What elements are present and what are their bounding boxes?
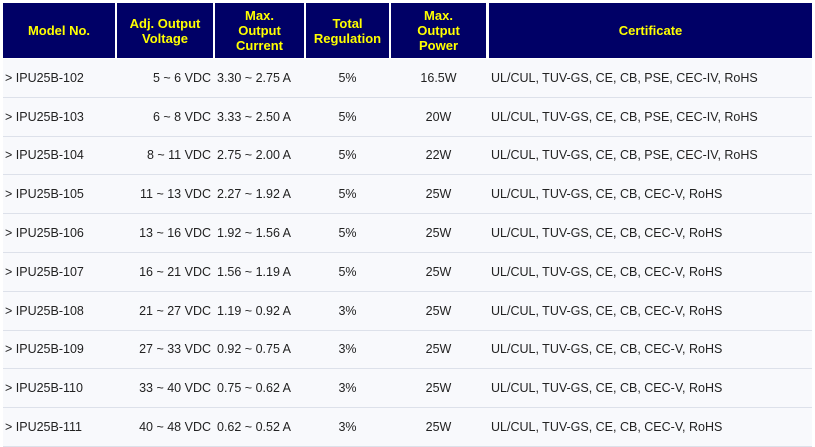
table-cell: UL/CUL, TUV-GS, CE, CB, CEC-V, RoHS	[491, 226, 723, 241]
table-cell: 3.33 ~ 2.50 A	[217, 109, 292, 124]
table-row: > IPU25B-107 16 ~ 21 VDC 1.56 ~ 1.19 A 5% 25…	[3, 253, 812, 292]
table-cell: 1.56 ~ 1.19 A	[217, 264, 292, 279]
header-cell: Certificate	[489, 3, 812, 58]
table-cell: UL/CUL, TUV-GS, CE, CB, PSE, CEC-IV, RoH…	[491, 148, 758, 163]
table-row: > IPU25B-102 5 ~ 6 VDC 3.30 ~ 2.75 A 5% 16.5…	[3, 59, 812, 98]
table-cell: 8 ~ 11 VDC	[146, 148, 211, 163]
table-cell: 5%	[338, 70, 357, 85]
table-cell: 0.62 ~ 0.52 A	[217, 420, 292, 435]
table-cell: > IPU25B-106	[5, 226, 84, 241]
table-cell: 25W	[425, 303, 452, 318]
table-cell: 1.92 ~ 1.56 A	[217, 226, 292, 241]
table-cell: 21 ~ 27 VDC	[139, 303, 211, 318]
table-cell: UL/CUL, TUV-GS, CE, CB, CEC-V, RoHS	[491, 420, 723, 435]
table-cell: 25W	[425, 420, 452, 435]
table-cell: 25W	[425, 342, 452, 357]
table-cell: > IPU25B-102	[5, 70, 84, 85]
table-cell: > IPU25B-107	[5, 264, 84, 279]
table-row: > IPU25B-104 8 ~ 11 VDC 2.75 ~ 2.00 A 5% 22W…	[3, 136, 812, 176]
table-cell: 25W	[425, 226, 452, 241]
table-cell: > IPU25B-109	[5, 342, 84, 357]
table-cell: 3%	[338, 303, 357, 318]
table-cell: 16.5W	[420, 70, 457, 85]
table-cell: 5 ~ 6 VDC	[152, 70, 211, 85]
table-cell: 6 ~ 8 VDC	[152, 109, 211, 124]
table-cell: 20W	[425, 109, 452, 124]
table-cell: 5%	[338, 264, 357, 279]
table-cell: > IPU25B-110	[5, 381, 83, 396]
table-cell: 3%	[338, 381, 357, 396]
table-cell: 3%	[338, 420, 357, 435]
table-cell: UL/CUL, TUV-GS, CE, CB, PSE, CEC-IV, RoH…	[491, 109, 758, 124]
header-cell: Total Regulation	[306, 3, 389, 58]
table-cell: 0.92 ~ 0.75 A	[217, 342, 292, 357]
table-cell: 25W	[425, 381, 452, 396]
table-cell: > IPU25B-104	[5, 148, 84, 163]
table-cell: 0.75 ~ 0.62 A	[217, 381, 292, 396]
table-row: > IPU25B-108 21 ~ 27 VDC 1.19 ~ 0.92 A 3% 25…	[3, 291, 812, 331]
table-cell: > IPU25B-103	[5, 109, 84, 124]
table-cell: 16 ~ 21 VDC	[139, 264, 211, 279]
table-cell: 2.27 ~ 1.92 A	[217, 187, 292, 202]
table-cell: 25W	[425, 187, 452, 202]
table-cell: 3.30 ~ 2.75 A	[217, 70, 292, 85]
table-cell: 33 ~ 40 VDC	[139, 381, 211, 396]
table-cell: UL/CUL, TUV-GS, CE, CB, CEC-V, RoHS	[491, 342, 723, 357]
table-row: > IPU25B-111 40 ~ 48 VDC 0.62 ~ 0.52 A 3% 25…	[3, 408, 812, 447]
table-cell: > IPU25B-108	[5, 303, 84, 318]
table-cell: 25W	[425, 264, 452, 279]
header-cell: Max. Output Power	[391, 3, 486, 58]
table-cell: 40 ~ 48 VDC	[139, 420, 211, 435]
table-cell: 3%	[338, 342, 357, 357]
table-cell: 5%	[338, 226, 357, 241]
header-cell: Model No.	[3, 3, 115, 58]
table-cell: > IPU25B-111	[5, 420, 83, 435]
table-cell: 11 ~ 13 VDC	[140, 187, 211, 202]
table-cell: 2.75 ~ 2.00 A	[217, 148, 292, 163]
table-row: > IPU25B-105 11 ~ 13 VDC 2.27 ~ 1.92 A 5% 25…	[3, 175, 812, 215]
table-cell: 5%	[338, 109, 357, 124]
table-row: > IPU25B-110 33 ~ 40 VDC 0.75 ~ 0.62 A 3% 25…	[3, 369, 812, 409]
table-cell: 22W	[425, 148, 452, 163]
table-cell: 5%	[338, 148, 357, 163]
table-cell: > IPU25B-105	[5, 187, 84, 202]
table-cell: UL/CUL, TUV-GS, CE, CB, CEC-V, RoHS	[491, 187, 723, 202]
table-row: > IPU25B-109 27 ~ 33 VDC 0.92 ~ 0.75 A 3% 25…	[3, 330, 812, 370]
table-cell: 5%	[338, 187, 357, 202]
table-cell: 27 ~ 33 VDC	[139, 342, 211, 357]
table-cell: UL/CUL, TUV-GS, CE, CB, PSE, CEC-IV, RoH…	[491, 70, 758, 85]
table-cell: 13 ~ 16 VDC	[139, 226, 211, 241]
table-row: > IPU25B-106 13 ~ 16 VDC 1.92 ~ 1.56 A 5% 25…	[3, 214, 812, 253]
table-cell: UL/CUL, TUV-GS, CE, CB, CEC-V, RoHS	[491, 381, 723, 396]
table-cell: UL/CUL, TUV-GS, CE, CB, CEC-V, RoHS	[491, 303, 723, 318]
table-cell: 1.19 ~ 0.92 A	[217, 303, 292, 318]
header-cell: Max. Output Current	[215, 3, 304, 58]
table-cell: UL/CUL, TUV-GS, CE, CB, CEC-V, RoHS	[491, 264, 723, 279]
header-cell: Adj. Output Voltage	[117, 3, 213, 58]
table-row: > IPU25B-103 6 ~ 8 VDC 3.33 ~ 2.50 A 5% 20W U…	[3, 97, 812, 137]
